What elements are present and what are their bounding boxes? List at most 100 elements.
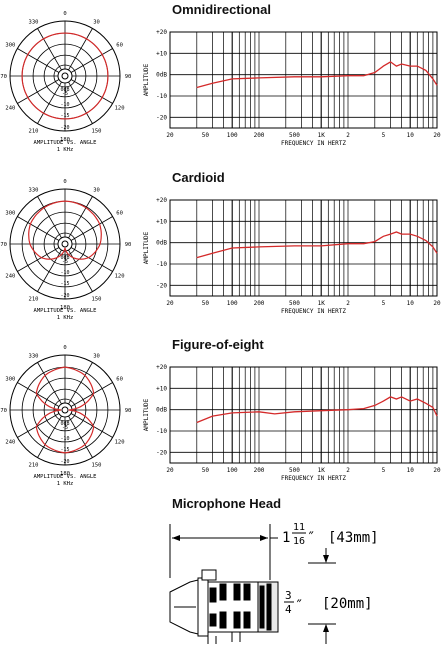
polar-caption-freq: 1 KHz [57, 315, 74, 321]
polar-angle-label: 330 [29, 353, 39, 359]
polar-angle-label: 60 [116, 211, 123, 217]
polar-ring-label: -15 [60, 447, 69, 453]
grille-slot [243, 611, 251, 629]
polar-angle-label: 120 [115, 106, 125, 112]
freq-x-tick: 1K [318, 132, 326, 139]
freq-chart-figure8: +20 +10 0dB -10 -20 20 50 100 200 500 1K 2 5 10 20 FREQ… [143, 364, 441, 482]
diameter-inch-mark: ″ [295, 598, 303, 614]
polar-response-curve [35, 366, 95, 454]
polar-grid-spoke [37, 249, 62, 292]
polar-caption: AMPLITUDE VS. ANGLE [34, 474, 97, 480]
diameter-mm: [20mm] [322, 596, 373, 612]
polar-angle-label: 150 [92, 463, 102, 469]
section-title-mic-head: Microphone Head [172, 496, 282, 511]
polar-grid-spoke [17, 216, 60, 241]
grille-slot [243, 583, 251, 601]
freq-y-tick: +10 [156, 385, 167, 392]
polar-ring-label: -10 [60, 102, 69, 108]
freq-x-tick: 2 [346, 132, 350, 139]
polar-angle-label: 240 [5, 106, 15, 112]
polar-ring-label: -20 [60, 459, 69, 465]
freq-x-tick: 2 [346, 300, 350, 307]
polar-ring-label: -15 [60, 281, 69, 287]
freq-x-tick: 200 [254, 132, 265, 139]
polar-grid-spoke [70, 48, 113, 73]
polar-grid-spoke [37, 415, 62, 458]
polar-grid-spoke [68, 362, 93, 405]
polar-grid-spoke [70, 247, 113, 272]
freq-x-tick: 5 [382, 132, 386, 139]
grille-slot [209, 587, 217, 603]
freq-x-tick: 50 [202, 300, 210, 307]
freq-y-axis-label: AMPLITUDE [143, 63, 150, 96]
polar-angle-label: 150 [92, 129, 102, 135]
grille-slot [209, 613, 217, 627]
polar-angle-label: 210 [29, 129, 39, 135]
freq-chart-cardioid: +20 +10 0dB -10 -20 20 50 100 200 500 1K 2 5 10 20 FREQ… [143, 197, 441, 315]
freq-plot-frame [169, 366, 438, 464]
microphone-head-drawing: 1 11 16 ″ [43mm] 3 4 ″ [20mm] [169, 522, 379, 644]
freq-x-tick: 10 [407, 467, 415, 474]
polar-grid-spoke [37, 196, 62, 239]
freq-x-tick: 100 [227, 132, 238, 139]
polar-angle-label: 270 [0, 408, 7, 414]
polar-caption: AMPLITUDE VS. ANGLE [34, 308, 97, 314]
polar-grid-spoke [37, 81, 62, 124]
polar-center-dot [61, 406, 69, 414]
polar-grid-spoke [17, 382, 60, 407]
polar-angle-label: 0 [63, 179, 66, 185]
freq-y-tick: -10 [156, 93, 167, 100]
freq-y-tick: -20 [156, 114, 167, 121]
polar-angle-label: 120 [115, 274, 125, 280]
polar-grid-spoke [70, 413, 113, 438]
microphone-body [169, 569, 279, 644]
polar-angle-label: 0 [63, 11, 66, 17]
freq-x-tick: 5 [382, 300, 386, 307]
freq-y-tick: +20 [156, 364, 167, 371]
freq-x-tick: 100 [227, 467, 238, 474]
polar-chart-figure8: 0 30 60 90 120 150 180 210 240 270 300 330 -5 -10 -15 -… [0, 345, 131, 487]
freq-response-line [196, 396, 438, 424]
freq-plot-frame [169, 31, 438, 129]
polar-grid-spoke [37, 362, 62, 405]
section-title-figure8: Figure-of-eight [172, 337, 264, 352]
freq-x-tick: 20 [166, 132, 174, 139]
polar-angle-label: 30 [93, 353, 100, 359]
polar-angle-label: 60 [116, 43, 123, 49]
freq-y-tick: +20 [156, 29, 167, 36]
polar-center-dot [61, 240, 69, 248]
freq-y-tick: -20 [156, 282, 167, 289]
length-fraction-num: 11 [293, 522, 305, 533]
polar-angle-label: 270 [0, 242, 7, 248]
freq-y-tick: 0dB [156, 407, 167, 414]
freq-x-tick: 20 [166, 467, 174, 474]
freq-x-tick: 20 [166, 300, 174, 307]
arrowhead-top [323, 555, 329, 563]
polar-chart-omni: 0 30 60 90 120 150 180 210 240 270 300 330 -5 -10 -15 -… [0, 11, 131, 153]
freq-x-tick: 50 [202, 467, 210, 474]
freq-response-line [196, 231, 438, 259]
polar-grid-spoke [37, 28, 62, 71]
freq-x-tick: 10 [407, 132, 415, 139]
polar-angle-label: 0 [63, 345, 66, 351]
polar-caption-freq: 1 KHz [57, 147, 74, 153]
polar-angle-label: 300 [5, 43, 15, 49]
polar-angle-label: 90 [125, 242, 132, 248]
polar-angle-label: 60 [116, 377, 123, 383]
polar-grid-spoke [68, 28, 93, 71]
freq-x-tick: 200 [254, 300, 265, 307]
grille-slot [219, 583, 227, 601]
polar-ring-label: -20 [60, 125, 69, 131]
freq-x-tick: 20 [433, 467, 441, 474]
polar-ring-label: -5 [62, 91, 68, 97]
polar-ring-label: -5 [62, 425, 68, 431]
polar-angle-label: 30 [93, 19, 100, 25]
freq-y-axis-label: AMPLITUDE [143, 231, 150, 264]
length-whole: 1 [282, 530, 290, 546]
polar-caption-freq: 1 KHz [57, 481, 74, 487]
polar-ring-label: 0dB [60, 87, 69, 93]
polar-angle-label: 120 [115, 440, 125, 446]
mic-collar [197, 577, 209, 637]
polar-angle-label: 240 [5, 274, 15, 280]
polar-grid-spoke [17, 413, 60, 438]
